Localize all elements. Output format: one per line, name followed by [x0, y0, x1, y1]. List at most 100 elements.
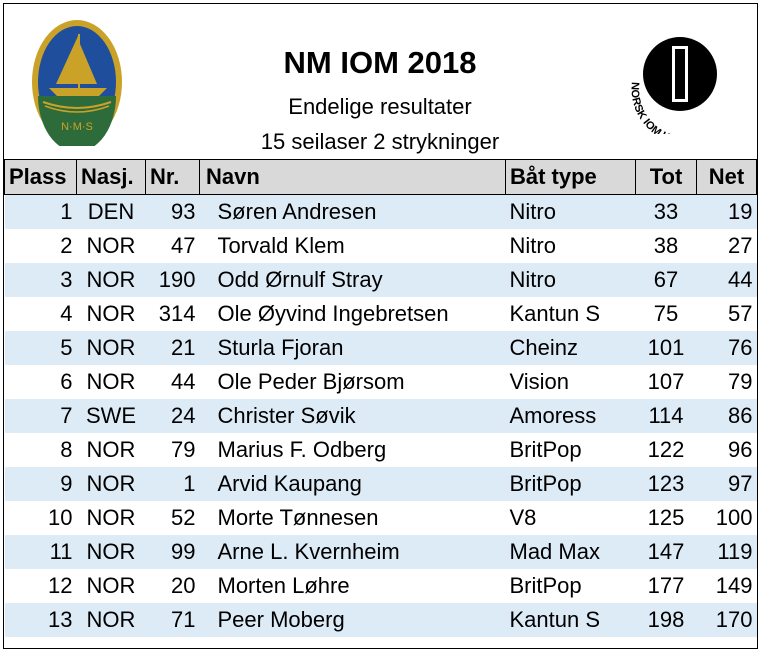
table-row: 6 NOR 44 Ole Peder Bjørsom Vision 107 79 [4, 365, 757, 399]
cell-net: 96 [696, 433, 757, 467]
cell-bat: Vision [505, 365, 636, 399]
cell-nasj: NOR [76, 501, 146, 535]
results-sheet: N·M·S NM IOM 2018 Endelige resultater 15… [3, 3, 758, 649]
column-header-net: Net [696, 159, 757, 195]
cell-tot: 107 [635, 365, 697, 399]
cell-net: 149 [696, 569, 757, 603]
cell-nr: 52 [145, 501, 200, 535]
cell-bat: BritPop [505, 569, 636, 603]
cell-tot: 67 [635, 263, 697, 297]
cell-tot: 147 [635, 535, 697, 569]
cell-bat: Cheinz [505, 331, 636, 365]
cell-plass: 5 [4, 331, 77, 365]
cell-nr: 1 [145, 467, 200, 501]
cell-tot: 198 [635, 603, 697, 637]
cell-plass: 1 [4, 194, 77, 229]
table-row: 4 NOR 314 Ole Øyvind Ingebretsen Kantun S 75 5… [4, 297, 757, 331]
cell-nasj: NOR [76, 263, 146, 297]
cell-nr: 93 [145, 194, 200, 229]
cell-tot: 101 [635, 331, 697, 365]
cell-nasj: NOR [76, 365, 146, 399]
cell-nasj: NOR [76, 433, 146, 467]
cell-net: 76 [696, 331, 757, 365]
cell-net: 44 [696, 263, 757, 297]
table-row: 12 NOR 20 Morten Løhre BritPop 177 149 [4, 569, 757, 603]
page-title: NM IOM 2018 [283, 45, 477, 80]
column-header-nasj: Nasj. [76, 159, 146, 195]
column-header-tot: Tot [635, 159, 697, 195]
cell-nasj: NOR [76, 467, 146, 501]
cell-nr: 99 [145, 535, 200, 569]
cell-navn: Ole Peder Bjørsom [199, 365, 506, 399]
cell-bat: BritPop [505, 433, 636, 467]
cell-nasj: SWE [76, 399, 146, 433]
cell-net: 27 [696, 229, 757, 263]
cell-navn: Arne L. Kvernheim [199, 535, 506, 569]
cell-tot: 122 [635, 433, 697, 467]
cell-navn: Christer Søvik [199, 399, 506, 433]
cell-plass: 2 [4, 229, 77, 263]
column-header-navn: Navn [199, 159, 506, 195]
cell-plass: 11 [4, 535, 77, 569]
cell-navn: Morte Tønnesen [199, 501, 506, 535]
cell-navn: Peer Moberg [199, 603, 506, 637]
cell-tot: 114 [635, 399, 697, 433]
cell-net: 97 [696, 467, 757, 501]
cell-nr: 21 [145, 331, 200, 365]
cell-plass: 3 [4, 263, 77, 297]
cell-bat: Nitro [505, 229, 636, 263]
table-row: 1 DEN 93 Søren Andresen Nitro 33 19 [4, 194, 757, 229]
table-row: 13 NOR 71 Peer Moberg Kantun S 198 170 [4, 603, 757, 637]
cell-plass: 8 [4, 433, 77, 467]
race-info: 15 seilaser 2 strykninger [260, 129, 500, 154]
cell-tot: 123 [635, 467, 697, 501]
cell-net: 170 [696, 603, 757, 637]
cell-nasj: DEN [76, 194, 146, 229]
cell-navn: Søren Andresen [199, 194, 506, 229]
cell-bat: Kantun S [505, 603, 636, 637]
cell-nr: 44 [145, 365, 200, 399]
cell-plass: 9 [4, 467, 77, 501]
svg-text:N·M·S: N·M·S [61, 121, 93, 133]
cell-tot: 125 [635, 501, 697, 535]
cell-nasj: NOR [76, 603, 146, 637]
cell-net: 100 [696, 501, 757, 535]
cell-plass: 13 [4, 603, 77, 637]
cell-navn: Ole Øyvind Ingebretsen [199, 297, 506, 331]
table-row: 8 NOR 79 Marius F. Odberg BritPop 122 96 [4, 433, 757, 467]
table-row: 3 NOR 190 Odd Ørnulf Stray Nitro 67 44 [4, 263, 757, 297]
cell-plass: 7 [4, 399, 77, 433]
column-header-plass: Plass [4, 159, 77, 195]
cell-bat: Nitro [505, 194, 636, 229]
cell-bat: Nitro [505, 263, 636, 297]
cell-tot: 75 [635, 297, 697, 331]
cell-bat: Kantun S [505, 297, 636, 331]
cell-net: 79 [696, 365, 757, 399]
cell-nr: 79 [145, 433, 200, 467]
cell-nasj: NOR [76, 569, 146, 603]
page-subtitle: Endelige resultater [288, 94, 472, 119]
cell-tot: 33 [635, 194, 697, 229]
column-header-nr: Nr. [145, 159, 200, 195]
cell-nr: 47 [145, 229, 200, 263]
cell-nasj: NOR [76, 535, 146, 569]
cell-net: 19 [696, 194, 757, 229]
cell-plass: 6 [4, 365, 77, 399]
table-row: 5 NOR 21 Sturla Fjoran Cheinz 101 76 [4, 331, 757, 365]
table-row: 9 NOR 1 Arvid Kaupang BritPop 123 97 [4, 467, 757, 501]
cell-plass: 4 [4, 297, 77, 331]
cell-nr: 20 [145, 569, 200, 603]
table-header-row: Plass Nasj. Nr. Navn Båt type Tot Net [4, 159, 757, 195]
header: N·M·S NM IOM 2018 Endelige resultater 15… [4, 4, 756, 159]
cell-navn: Marius F. Odberg [199, 433, 506, 467]
cell-nasj: NOR [76, 297, 146, 331]
cell-bat: Amoress [505, 399, 636, 433]
norsk-iom-klubb-logo: NORSK IOM KLUBB [628, 37, 717, 134]
cell-navn: Torvald Klem [199, 229, 506, 263]
cell-tot: 38 [635, 229, 697, 263]
cell-nasj: NOR [76, 229, 146, 263]
cell-bat: Mad Max [505, 535, 636, 569]
cell-nr: 71 [145, 603, 200, 637]
cell-nr: 314 [145, 297, 200, 331]
